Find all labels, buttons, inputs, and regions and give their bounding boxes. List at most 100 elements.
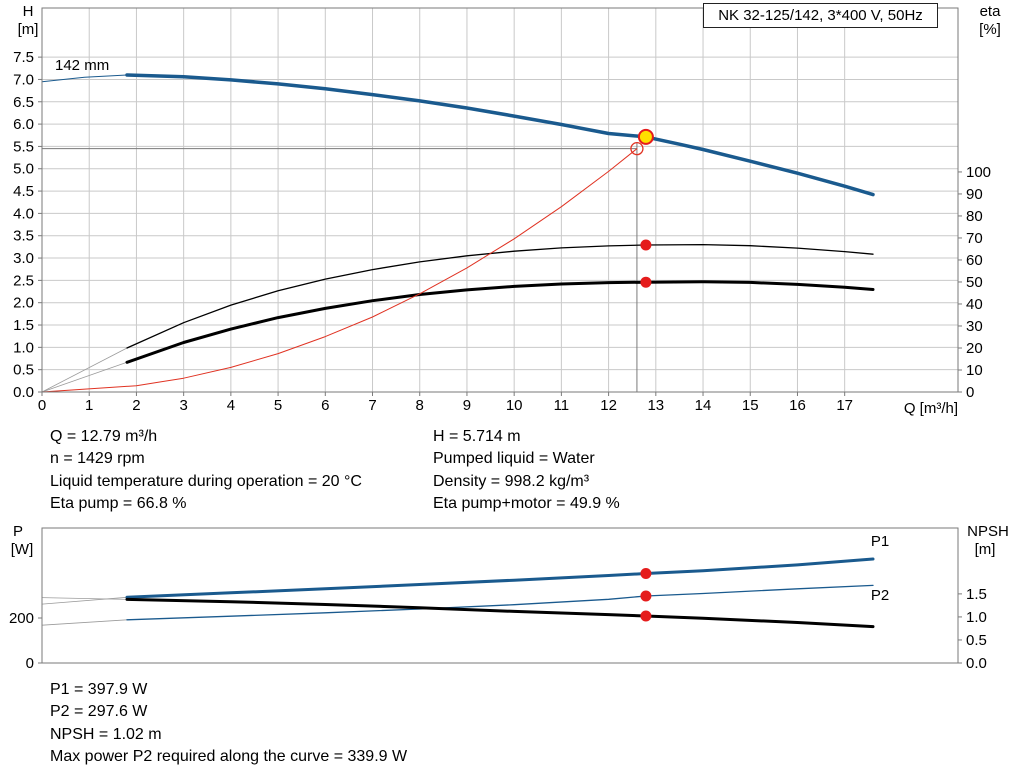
p1-series-label: P1 [871,533,889,550]
readout-npsh: NPSH = 1.02 m [50,725,162,743]
readout-flow: Q = 12.79 m³/h [50,428,158,445]
readout-p1: P1 = 397.9 W [50,681,148,698]
x-tick-label: 5 [274,397,282,414]
y_left-tick-label: 7.0 [13,71,34,88]
eta-pump-motor-duty-marker [640,276,652,288]
x-tick-label: 4 [227,397,235,414]
eta-pump-motor-lead [41,361,128,393]
x-tick-label: 13 [647,397,664,414]
y_left-tick-label: 7.5 [13,49,34,66]
pump-designation-box: NK 32-125/142, 3*400 V, 50Hz [703,3,938,28]
duty-readout-left-column: Q = 12.79 m³/h n = 1429 rpm Liquid tempe… [50,426,433,516]
eta-pump-duty-marker [640,239,652,251]
x-tick-label: 0 [38,397,46,414]
y-left-axis-title-symbol: H [23,3,34,20]
y_right-tick-label: 50 [966,274,983,291]
y_left-tick-label: 6.5 [13,94,34,111]
y_right-tick-label: 60 [966,252,983,269]
readout-head: H = 5.714 m [433,428,521,445]
system-curve-endpoint-marker [630,142,644,156]
duty-readout: Q = 12.79 m³/h n = 1429 rpm Liquid tempe… [50,426,620,516]
y_right-tick-label: 1.0 [966,609,987,626]
p2-lead [41,619,128,626]
pump-designation: NK 32-125/142, 3*400 V, 50Hz [718,7,923,24]
p2-series-label: P2 [871,587,889,604]
y_right-tick-label: 0 [966,384,974,401]
p1-duty-marker [640,567,652,579]
x-tick-label: 14 [695,397,712,414]
y_right-tick-label: 70 [966,230,983,247]
y_left-tick-label: 4.5 [13,183,34,200]
x-axis-title: Q [m³/h] [904,400,958,417]
duty-readout-right-column: H = 5.714 m Pumped liquid = Water Densit… [433,426,620,516]
readout-max-p2: Max power P2 required along the curve = … [50,748,408,766]
y-right-axis-title-unit: [m] [975,541,996,558]
readout-speed: n = 1429 rpm [50,450,145,468]
y_right-tick-label: 10 [966,362,983,379]
y_left-tick-label: 3.5 [13,228,34,245]
y-right-axis-title-symbol: NPSH [967,523,1009,540]
y_right-tick-label: 90 [966,186,983,203]
eta-pump-curve [126,243,874,349]
y-left-axis-title-unit: [m] [18,21,39,38]
readout-p2: P2 = 297.6 W [50,703,148,721]
duty-point-marker [637,128,654,145]
readout-eta-pump-motor: Eta pump+motor = 49.9 % [433,495,620,513]
x-tick-label: 12 [600,397,617,414]
readout-pumped-liquid: Pumped liquid = Water [433,450,595,468]
p2-duty-marker [640,590,652,602]
system-curve [41,148,638,393]
y_left-tick-label: 1.0 [13,339,34,356]
x-tick-label: 2 [132,397,140,414]
y_left-tick-label: 0 [26,655,34,672]
y_right-tick-label: 40 [966,296,983,313]
y_right-tick-label: 80 [966,208,983,225]
eta-pump-motor-curve [125,280,875,364]
y_left-tick-label: 5.5 [13,138,34,155]
y_right-tick-label: 20 [966,340,983,357]
y_left-tick-label: 0.0 [13,384,34,401]
y_left-tick-label: 1.5 [13,317,34,334]
plot-border [41,7,959,393]
p1-lead [41,596,128,605]
p1-curve [125,557,875,599]
y_right-tick-label: 100 [966,164,991,181]
y_left-tick-label: 200 [9,610,34,627]
eta-pump-lead [41,347,128,393]
y_left-tick-label: 2.5 [13,272,34,289]
impeller-diameter-label: 142 mm [55,57,109,74]
y_left-tick-label: 4.0 [13,205,34,222]
y-left-axis-title-symbol: P [13,523,23,540]
y-right-axis-title-unit: [%] [979,21,1001,38]
y_right-tick-label: 0.5 [966,632,987,649]
x-tick-label: 15 [742,397,759,414]
npsh-curve [125,597,875,629]
x-tick-label: 16 [789,397,806,414]
readout-liquid-temperature: Liquid temperature during operation = 20… [50,472,362,490]
y_left-tick-label: 2.0 [13,295,34,312]
y-right-axis-title-symbol: eta [980,3,1002,20]
x-tick-label: 6 [321,397,329,414]
x-tick-label: 7 [368,397,376,414]
npsh-lead [41,597,128,600]
x-tick-label: 11 [554,397,570,414]
y_left-tick-label: 3.0 [13,250,34,267]
npsh-duty-marker [640,610,652,622]
p2-curve [126,584,874,621]
plot-border [41,527,959,664]
y_left-tick-label: 5.0 [13,161,34,178]
x-tick-label: 9 [463,397,471,414]
x-tick-label: 10 [506,397,523,414]
x-tick-label: 1 [85,397,93,414]
y_right-tick-label: 1.5 [966,586,987,603]
head-curve-lead [41,74,128,83]
y_left-tick-label: 6.0 [13,116,34,133]
x-tick-label: 3 [179,397,187,414]
head-curve-142mm [125,73,875,197]
x-tick-label: 8 [416,397,424,414]
y_right-tick-label: 30 [966,318,983,335]
x-tick-label: 17 [836,397,853,414]
hq-eta-chart: 0 1 2 3 4 5 6 7 8 9 10 11 12 13 14 15 16 170.00.51.01.52.… [13,3,1002,417]
y_right-tick-label: 0.0 [966,655,987,672]
